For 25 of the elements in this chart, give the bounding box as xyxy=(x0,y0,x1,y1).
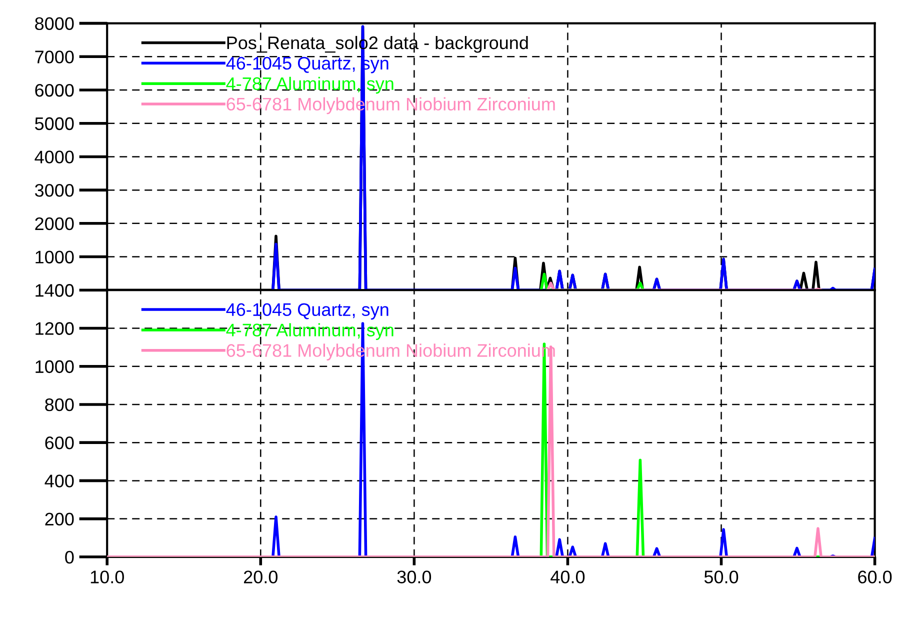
y-tick-label: 6000 xyxy=(35,84,74,97)
x-tick-label: 40.0 xyxy=(550,570,585,584)
legend-label: 4-787 Aluminum, syn xyxy=(226,323,394,340)
legend-label: 46-1045 Quartz, syn xyxy=(226,303,388,320)
y-tick-label: 800 xyxy=(45,398,74,412)
y-tick-label: 1400 xyxy=(36,284,74,297)
y-tick-label: 600 xyxy=(45,436,74,450)
x-tick-label: 10.0 xyxy=(90,570,124,584)
y-tick-label: 8000 xyxy=(35,17,74,30)
y-tick-label: 3000 xyxy=(34,184,74,197)
x-tick-label: 50.0 xyxy=(704,570,738,584)
y-tick-label: 2000 xyxy=(35,217,74,230)
y-tick-label: 200 xyxy=(45,512,74,526)
x-tick-label: 20.0 xyxy=(244,570,278,584)
y-tick-label: 400 xyxy=(44,474,74,488)
y-tick-label: 1000 xyxy=(36,360,74,374)
y-tick-label: 1200 xyxy=(36,322,74,335)
x-tick-label: 60.0 xyxy=(858,570,892,584)
y-tick-label: 5000 xyxy=(35,117,74,130)
x-tick-label: 30.0 xyxy=(397,570,432,584)
y-tick-label: 0 xyxy=(65,550,74,564)
legend-label: 4-787 Aluminum, syn xyxy=(226,76,394,94)
y-tick-label: 4000 xyxy=(34,150,74,164)
y-tick-label: 7000 xyxy=(35,50,74,64)
y-tick-label: 1000 xyxy=(36,250,74,264)
